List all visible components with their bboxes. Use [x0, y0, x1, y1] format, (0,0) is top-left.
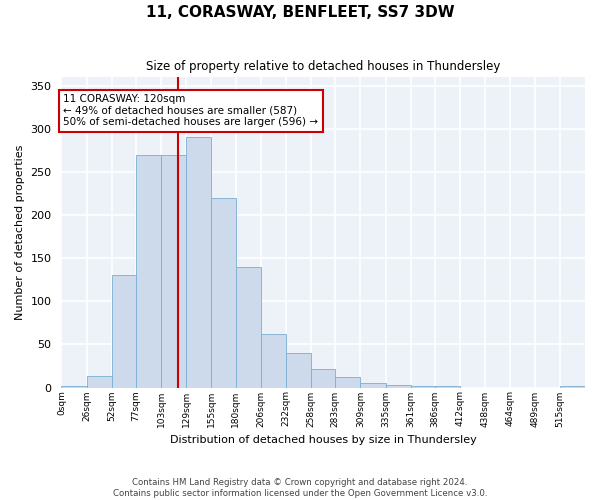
- Bar: [286, 353, 311, 388]
- Text: Contains HM Land Registry data © Crown copyright and database right 2024.
Contai: Contains HM Land Registry data © Crown c…: [113, 478, 487, 498]
- Bar: [236, 266, 261, 388]
- Bar: [311, 370, 335, 388]
- Bar: [435, 386, 460, 388]
- Bar: [386, 385, 411, 388]
- Bar: [361, 383, 386, 388]
- Title: Size of property relative to detached houses in Thundersley: Size of property relative to detached ho…: [146, 60, 500, 73]
- Bar: [136, 154, 161, 388]
- Text: 11, CORASWAY, BENFLEET, SS7 3DW: 11, CORASWAY, BENFLEET, SS7 3DW: [146, 5, 454, 20]
- Bar: [161, 154, 186, 388]
- Bar: [61, 386, 86, 388]
- Bar: [411, 386, 435, 388]
- Bar: [112, 276, 136, 388]
- X-axis label: Distribution of detached houses by size in Thundersley: Distribution of detached houses by size …: [170, 435, 476, 445]
- Bar: [186, 138, 211, 388]
- Bar: [560, 386, 585, 388]
- Y-axis label: Number of detached properties: Number of detached properties: [15, 144, 25, 320]
- Text: 11 CORASWAY: 120sqm
← 49% of detached houses are smaller (587)
50% of semi-detac: 11 CORASWAY: 120sqm ← 49% of detached ho…: [64, 94, 319, 128]
- Bar: [86, 376, 112, 388]
- Bar: [261, 334, 286, 388]
- Bar: [335, 377, 361, 388]
- Bar: [211, 198, 236, 388]
